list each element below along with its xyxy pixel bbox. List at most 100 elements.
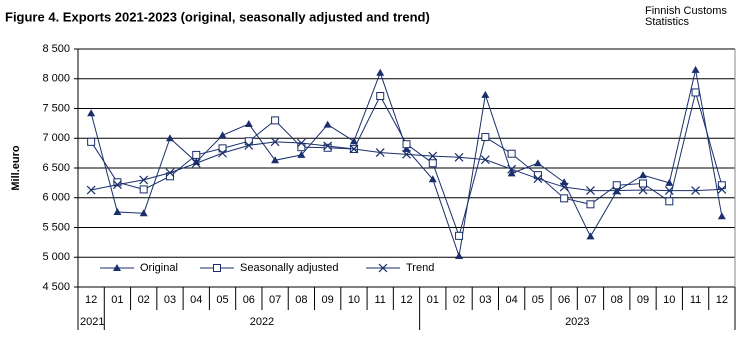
- data-point: [323, 143, 332, 152]
- data-point: [586, 186, 595, 196]
- data-point: [665, 178, 674, 186]
- data-point: [612, 186, 622, 196]
- x-tick-label: 05: [216, 294, 228, 306]
- data-point: [218, 131, 227, 139]
- data-point: [586, 232, 595, 240]
- y-tick-label: 7 500: [42, 102, 70, 114]
- data-point: [507, 169, 516, 177]
- data-point: [533, 159, 542, 167]
- data-point: [665, 197, 674, 206]
- x-tick-label: 02: [138, 294, 150, 306]
- x-tick-label: 04: [190, 294, 202, 306]
- data-point: [402, 144, 411, 152]
- data-point: [455, 252, 464, 260]
- y-tick-label: 5 500: [42, 221, 70, 233]
- data-point: [612, 181, 621, 190]
- data-point: [717, 212, 726, 220]
- data-point: [323, 120, 332, 128]
- legend-label: Trend: [406, 262, 434, 274]
- data-point: [296, 138, 306, 148]
- source-note: Finnish Customs Statistics: [645, 5, 727, 28]
- x-tick-label: 01: [111, 294, 123, 306]
- data-point: [112, 180, 122, 190]
- data-point: [323, 141, 333, 151]
- data-point: [691, 186, 701, 196]
- x-tick-label: 10: [348, 294, 360, 306]
- data-point: [139, 175, 149, 185]
- y-tick-label: 8 500: [42, 43, 70, 55]
- x-tick-label: 08: [611, 294, 623, 306]
- data-point: [271, 156, 280, 164]
- data-point: [165, 134, 174, 142]
- data-point: [165, 168, 175, 178]
- data-point: [375, 148, 385, 157]
- data-point: [113, 178, 122, 187]
- legend-label: Original: [140, 262, 178, 274]
- data-point: [586, 200, 595, 209]
- year-label: 2022: [250, 316, 274, 328]
- x-tick-label: 07: [584, 294, 596, 306]
- data-point: [428, 159, 437, 168]
- data-point: [113, 208, 122, 216]
- data-point: [639, 179, 648, 188]
- data-point: [218, 144, 227, 153]
- data-point: [428, 175, 437, 183]
- data-point: [192, 150, 201, 159]
- data-point: [639, 171, 648, 179]
- data-point: [454, 152, 464, 162]
- y-axis-label: Mill.euro: [10, 145, 22, 191]
- x-tick-label: 04: [505, 294, 517, 306]
- data-point: [139, 185, 148, 194]
- data-point: [87, 137, 96, 146]
- data-point: [271, 116, 280, 125]
- y-tick-label: 5 000: [42, 251, 70, 263]
- year-label: 2021: [80, 316, 104, 328]
- data-point: [297, 150, 306, 158]
- data-point: [376, 68, 385, 76]
- series-line: [90, 90, 723, 238]
- legend-label: Seasonally adjusted: [240, 262, 338, 274]
- x-tick-label: 11: [375, 294, 386, 306]
- x-tick-label: 08: [295, 294, 307, 306]
- data-point: [480, 155, 490, 165]
- data-point: [691, 65, 700, 73]
- data-point: [455, 231, 464, 240]
- x-tick-label: 06: [243, 294, 255, 306]
- data-point: [533, 174, 543, 184]
- data-point: [191, 158, 201, 168]
- x-tick-label: 03: [164, 294, 176, 306]
- data-point: [244, 140, 254, 150]
- x-tick-label: 07: [269, 294, 281, 306]
- data-point: [481, 90, 490, 98]
- data-point: [87, 109, 96, 117]
- chart-title: Figure 4. Exports 2021-2023 (original, s…: [5, 9, 430, 24]
- x-tick-label: 11: [690, 294, 701, 306]
- x-tick-label: 09: [322, 294, 334, 306]
- data-point: [691, 88, 700, 97]
- y-tick-label: 6 500: [42, 162, 70, 174]
- y-tick-label: 6 000: [42, 192, 70, 204]
- data-point: [559, 182, 569, 192]
- data-point: [402, 149, 411, 159]
- data-point: [376, 92, 385, 101]
- x-tick-label: 12: [716, 294, 728, 306]
- data-point: [638, 185, 648, 195]
- y-tick-label: 4 500: [42, 281, 70, 293]
- legend-marker: [113, 264, 121, 271]
- x-tick-label: 02: [453, 294, 465, 306]
- x-tick-label: 05: [532, 294, 544, 306]
- x-tick-label: 06: [558, 294, 570, 306]
- y-tick-label: 7 000: [42, 132, 70, 144]
- legend-marker: [213, 264, 221, 272]
- data-point: [402, 140, 411, 149]
- data-point: [349, 137, 358, 145]
- data-point: [218, 148, 227, 158]
- data-point: [192, 158, 201, 166]
- data-point: [349, 144, 359, 154]
- data-point: [86, 185, 96, 195]
- legend-marker: [378, 263, 388, 273]
- data-point: [481, 133, 490, 142]
- data-point: [244, 119, 253, 127]
